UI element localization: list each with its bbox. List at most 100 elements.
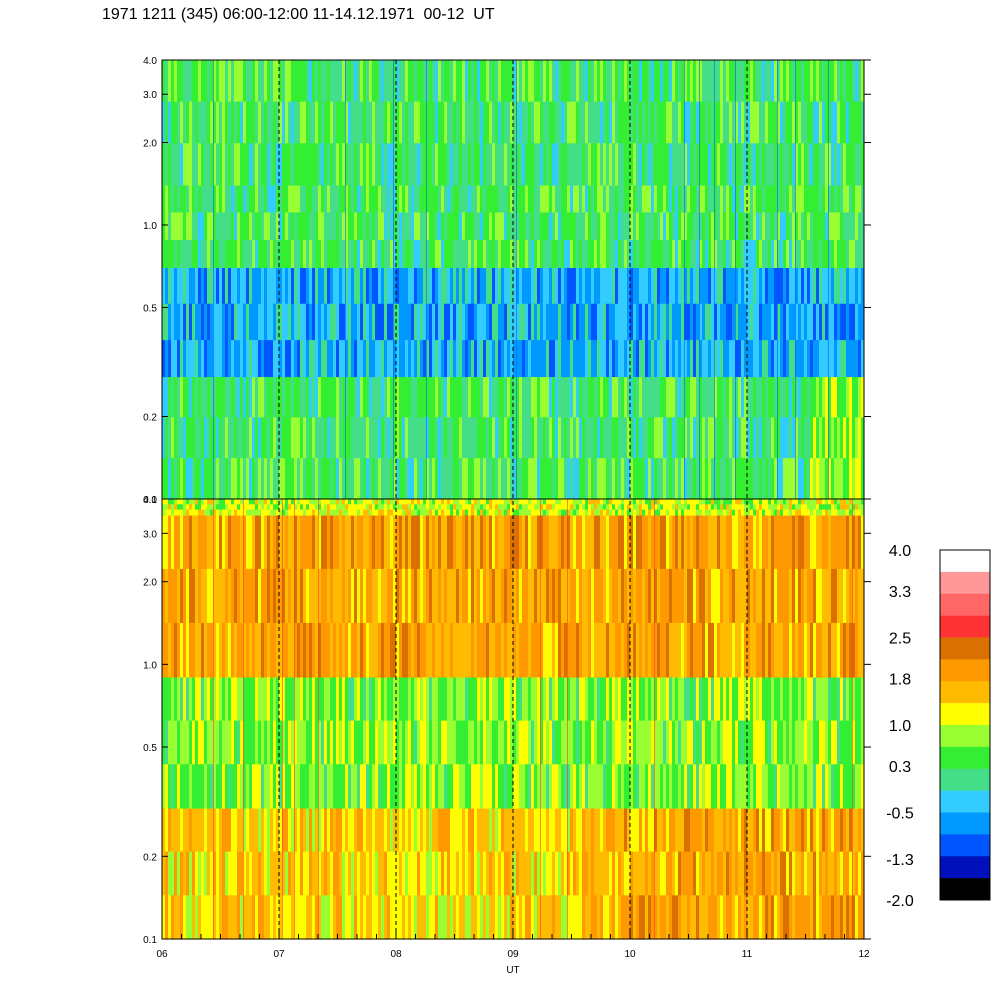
spectrogram-cell <box>663 720 667 765</box>
spectrogram-cell <box>390 303 394 341</box>
spectrogram-cell <box>318 807 322 853</box>
spectrogram-cell <box>594 417 598 459</box>
spectrogram-cell <box>321 143 325 186</box>
spectrogram-cell <box>297 568 301 624</box>
spectrogram-cell <box>681 851 685 896</box>
spectrogram-cell <box>213 499 217 505</box>
spectrogram-cell <box>780 376 784 418</box>
spectrogram-cell <box>651 60 655 103</box>
spectrogram-cell <box>636 499 640 505</box>
spectrogram-cell <box>387 851 391 896</box>
spectrogram-cell <box>501 504 505 511</box>
spectrogram-cell <box>672 720 676 765</box>
spectrogram-cell <box>537 807 541 853</box>
spectrogram-cell <box>489 514 493 570</box>
spectrogram-cell <box>663 499 667 505</box>
spectrogram-cell <box>675 417 679 459</box>
spectrogram-cell <box>696 101 700 144</box>
spectrogram-cell <box>639 458 643 500</box>
spectrogram-cell <box>279 509 283 516</box>
spectrogram-cell <box>534 303 538 341</box>
spectrogram-cell <box>714 101 718 144</box>
spectrogram-cell <box>621 458 625 500</box>
spectrogram-cell <box>633 212 637 241</box>
spectrogram-cell <box>240 764 244 809</box>
spectrogram-cell <box>687 184 691 214</box>
spectrogram-cell <box>174 499 178 505</box>
spectrogram-cell <box>660 417 664 459</box>
spectrogram-cell <box>645 212 649 241</box>
spectrogram-cell <box>660 267 664 305</box>
spectrogram-cell <box>192 807 196 853</box>
spectrogram-cell <box>726 376 730 418</box>
spectrogram-cell <box>714 340 718 378</box>
spectrogram-cell <box>351 514 355 570</box>
spectrogram-cell <box>444 720 448 765</box>
spectrogram-cell <box>318 184 322 214</box>
spectrogram-cell <box>417 376 421 418</box>
spectrogram-cell <box>567 499 571 505</box>
spectrogram-cell <box>696 676 700 722</box>
spectrogram-cell <box>426 458 430 500</box>
spectrogram-cell <box>615 622 619 678</box>
spectrogram-cell <box>483 514 487 570</box>
spectrogram-cell <box>387 303 391 341</box>
spectrogram-cell <box>303 676 307 722</box>
spectrogram-cell <box>468 509 472 516</box>
spectrogram-cell <box>432 417 436 459</box>
spectrogram-cell <box>201 851 205 896</box>
spectrogram-cell <box>237 376 241 418</box>
spectrogram-cell <box>294 101 298 144</box>
spectrogram-cell <box>210 239 214 269</box>
spectrogram-cell <box>243 212 247 241</box>
spectrogram-cell <box>555 509 559 516</box>
spectrogram-cell <box>726 458 730 500</box>
spectrogram-cell <box>234 184 238 214</box>
spectrogram-cell <box>357 376 361 418</box>
spectrogram-cell <box>375 851 379 896</box>
spectrogram-cell <box>342 417 346 459</box>
spectrogram-cell <box>363 676 367 722</box>
spectrogram-cell <box>729 184 733 214</box>
spectrogram-cell <box>207 376 211 418</box>
spectrogram-cell <box>195 807 199 853</box>
spectrogram-cell <box>435 239 439 269</box>
spectrogram-cell <box>315 895 319 940</box>
spectrogram-cell <box>348 458 352 500</box>
spectrogram-cell <box>291 622 295 678</box>
spectrogram-cell <box>690 60 694 103</box>
spectrogram-cell <box>414 764 418 809</box>
spectrogram-cell <box>513 303 517 341</box>
spectrogram-cell <box>591 376 595 418</box>
spectrogram-cell <box>567 851 571 896</box>
spectrogram-cell <box>723 303 727 341</box>
spectrogram-cell <box>738 417 742 459</box>
spectrogram-cell <box>339 851 343 896</box>
spectrogram-cell <box>663 851 667 896</box>
spectrogram-cell <box>357 509 361 516</box>
spectrogram-cell <box>318 239 322 269</box>
spectrogram-cell <box>273 340 277 378</box>
spectrogram-cell <box>360 101 364 144</box>
spectrogram-cell <box>480 720 484 765</box>
spectrogram-cell <box>186 499 190 505</box>
spectrogram-cell <box>294 239 298 269</box>
spectrogram-cell <box>558 239 562 269</box>
spectrogram-cell <box>288 458 292 500</box>
spectrogram-cell <box>312 267 316 305</box>
spectrogram-cell <box>183 143 187 186</box>
spectrogram-cell <box>381 514 385 570</box>
spectrogram-cell <box>417 807 421 853</box>
spectrogram-cell <box>780 184 784 214</box>
spectrogram-cell <box>282 458 286 500</box>
spectrogram-cell <box>360 895 364 940</box>
spectrogram-cell <box>291 509 295 516</box>
spectrogram-cell <box>213 239 217 269</box>
spectrogram-cell <box>744 458 748 500</box>
spectrogram-cell <box>525 499 529 505</box>
spectrogram-cell <box>501 212 505 241</box>
spectrogram-cell <box>345 499 349 505</box>
spectrogram-cell <box>459 568 463 624</box>
spectrogram-cell <box>378 212 382 241</box>
spectrogram-cell <box>234 764 238 809</box>
